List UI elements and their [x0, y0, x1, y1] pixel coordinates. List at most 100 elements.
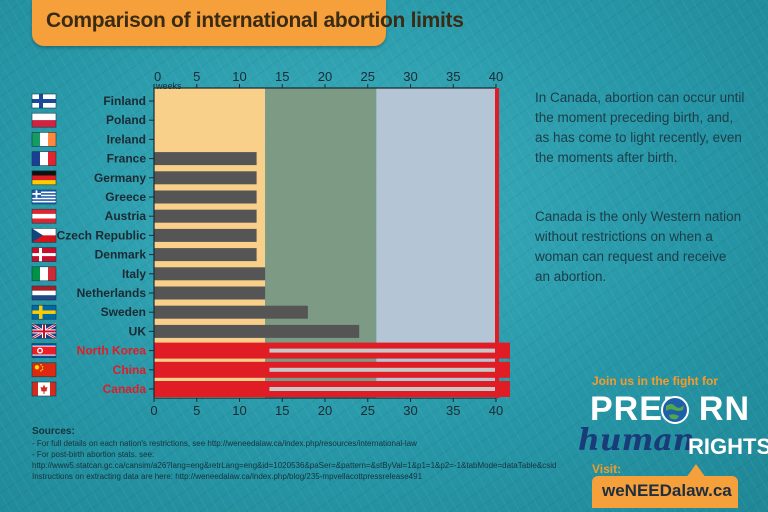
flag-part: [32, 194, 56, 197]
category-label: Ireland: [107, 132, 146, 146]
greece-flag-icon: [31, 189, 57, 205]
flag-part: [40, 266, 48, 281]
flag-part: [38, 349, 42, 353]
flag-part: [40, 151, 48, 166]
china-flag-icon: [31, 362, 57, 378]
bar-inner-stripe: [269, 367, 496, 372]
flag-part: [48, 266, 56, 281]
flag-part: [50, 382, 56, 396]
bar-denmark: [154, 248, 257, 262]
flag-border: [31, 247, 57, 262]
x-tick-label-bottom: 30: [403, 403, 417, 418]
italy-flag-icon: [31, 266, 57, 282]
flag-border: [31, 381, 57, 397]
category-label: Czech Republic: [57, 228, 147, 242]
source-line: - For post-birth abortion stats, see:: [32, 450, 155, 459]
flag-part: [32, 193, 41, 195]
flag-part: [41, 366, 44, 368]
flag-border: [31, 285, 57, 301]
flag-border: [31, 132, 57, 147]
flag-part: [32, 235, 56, 243]
flag-part: [32, 253, 56, 257]
source-line[interactable]: http://www5.statcan.gc.ca/cansim/a26?lan…: [32, 461, 557, 470]
bar-austria: [154, 209, 257, 223]
category-label: Canada: [103, 382, 147, 396]
flag-part: [32, 228, 43, 243]
x-tick-label-bottom: 35: [446, 403, 460, 418]
website-link-box[interactable]: weNEEDalaw.ca: [592, 476, 738, 508]
category-label: Finland: [103, 94, 146, 108]
flag-border: [31, 324, 57, 339]
flag-border: [31, 151, 57, 166]
x-tick-label-bottom: 0: [150, 403, 157, 418]
canada-note-paragraph-1: In Canada, abortion can occur until the …: [535, 90, 745, 165]
flag-part: [32, 200, 56, 203]
x-tick-label-bottom: 40: [489, 403, 503, 418]
flag-part: [32, 180, 56, 185]
bar-sweden: [154, 305, 308, 319]
flag-part: [32, 382, 38, 396]
category-label: China: [113, 363, 147, 377]
preborn-human-rights-logo: Join us in the fight for PREB RN human R…: [578, 368, 768, 512]
bar-czech-republic: [154, 228, 257, 242]
flag-border: [31, 112, 57, 128]
category-label: UK: [129, 324, 147, 338]
bar-inner-stripe: [269, 348, 496, 353]
limit-line-40-weeks: [495, 88, 499, 398]
sources-block: Sources: - For full details on each nati…: [32, 425, 592, 482]
globe-icon: [661, 396, 689, 424]
source-line[interactable]: - For full details on each nation's rest…: [32, 439, 417, 448]
x-tick-label-top: 35: [446, 69, 460, 84]
flag-part: [32, 197, 56, 200]
flag-part: [40, 132, 48, 147]
bar-germany: [154, 171, 257, 185]
flag-part: [32, 290, 56, 296]
flag-part: [32, 151, 40, 166]
flag-part: [32, 132, 40, 147]
category-label: Denmark: [95, 248, 147, 262]
source-line[interactable]: Instructions on extracting data are here…: [32, 472, 423, 481]
austria-flag-icon: [31, 208, 57, 224]
speech-tail-icon: [686, 464, 706, 478]
x-tick-label-top: 30: [403, 69, 417, 84]
flag-part: [32, 295, 56, 300]
flag-part: [32, 330, 56, 333]
france-flag-icon: [31, 151, 57, 166]
flag-part: [32, 228, 56, 236]
germany-flag-icon: [31, 170, 57, 186]
uk-flag-icon: [31, 323, 57, 340]
category-label: Netherlands: [77, 286, 147, 300]
chart-title: Comparison of international abortion lim…: [46, 9, 464, 32]
sources-heading: Sources:: [32, 426, 75, 437]
flag-part: [32, 170, 56, 176]
flag-border: [31, 208, 57, 224]
flag-border: [31, 343, 57, 358]
flag-part: [40, 370, 42, 372]
logo-human-text: human: [578, 423, 695, 458]
flag-part: [32, 113, 56, 121]
x-tick-label-bottom: 25: [361, 403, 375, 418]
flag-border: [31, 304, 57, 320]
website-link[interactable]: weNEEDalaw.ca: [602, 481, 732, 500]
flag-part: [32, 99, 56, 103]
x-tick-label-top: 0: [154, 69, 161, 84]
flag-part: [40, 384, 48, 394]
flag-part: [41, 368, 44, 371]
flag-part: [32, 310, 56, 314]
category-label: North Korea: [77, 344, 147, 358]
poland-flag-icon: [31, 112, 57, 128]
bar-netherlands: [154, 286, 266, 300]
logo-rights-text: RIGHTS: [688, 434, 768, 459]
flag-part: [48, 151, 56, 166]
bar-france: [154, 152, 257, 166]
x-tick-label-bottom: 5: [193, 403, 200, 418]
finland-flag-icon: [31, 93, 57, 109]
north-korea-flag-icon: [31, 343, 57, 358]
flag-part: [32, 175, 56, 181]
flag-part: [48, 132, 56, 147]
flag-part: [32, 209, 56, 214]
flag-border: [31, 228, 57, 243]
flag-part: [40, 364, 42, 366]
flag-part: [32, 266, 40, 281]
